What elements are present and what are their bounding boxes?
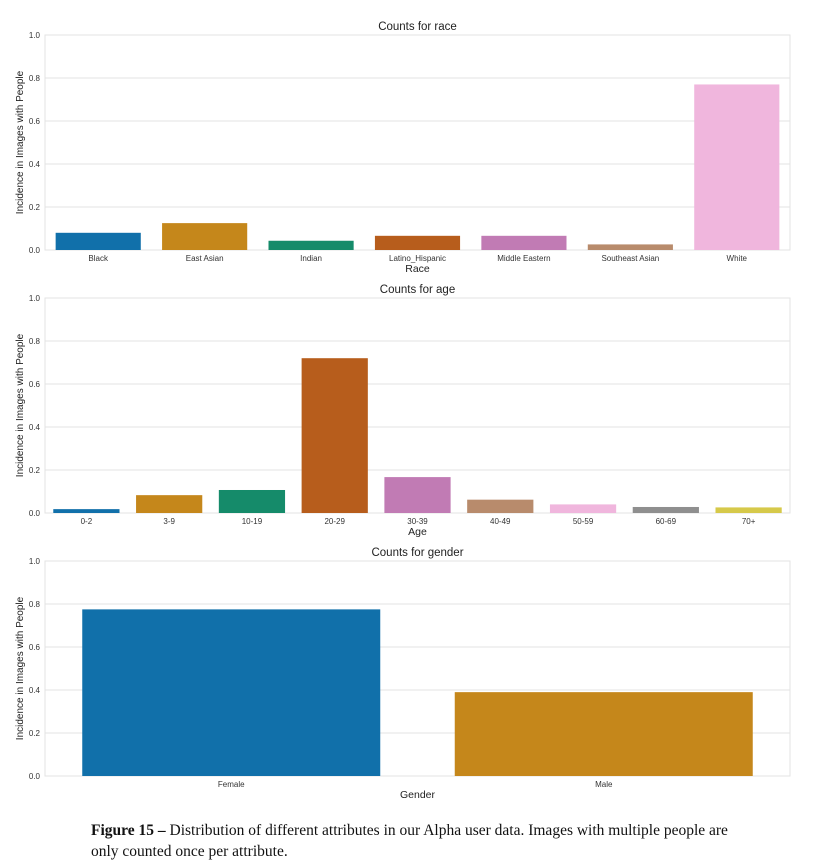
x-tick-label: 20-29 bbox=[324, 517, 345, 526]
y-axis-label: Incidence in Images with People bbox=[15, 333, 26, 477]
y-tick-label: 0.6 bbox=[29, 117, 41, 126]
x-tick-label: 50-59 bbox=[573, 517, 594, 526]
bar-black bbox=[55, 232, 141, 250]
chart-title: Counts for gender bbox=[371, 547, 463, 559]
x-tick-label: East Asian bbox=[186, 254, 224, 263]
x-tick-label: Middle Eastern bbox=[497, 254, 550, 263]
bar-40-49 bbox=[467, 499, 534, 513]
x-axis-label: Age bbox=[408, 526, 427, 538]
bar-white bbox=[694, 84, 780, 250]
bar-0-2 bbox=[53, 509, 120, 513]
x-tick-label: Indian bbox=[300, 254, 322, 263]
bar-3-9 bbox=[136, 495, 203, 513]
x-axis-label: Gender bbox=[400, 789, 436, 801]
y-axis-label: Incidence in Images with People bbox=[15, 596, 26, 740]
bar-female bbox=[82, 609, 381, 776]
x-tick-label: 70+ bbox=[742, 517, 756, 526]
y-tick-label: 0.2 bbox=[29, 203, 41, 212]
y-tick-label: 1.0 bbox=[29, 557, 41, 566]
x-tick-label: Black bbox=[88, 254, 109, 263]
plot-frame bbox=[44, 34, 791, 251]
y-tick-label: 0.2 bbox=[29, 466, 41, 475]
y-tick-label: 0.0 bbox=[29, 772, 41, 781]
y-tick-label: 0.2 bbox=[29, 729, 41, 738]
y-tick-label: 1.0 bbox=[29, 294, 41, 303]
x-tick-label: 0-2 bbox=[81, 517, 93, 526]
x-tick-label: 3-9 bbox=[163, 517, 175, 526]
bar-middle-eastern bbox=[481, 235, 567, 250]
bar-20-29 bbox=[301, 358, 368, 513]
y-tick-label: 0.6 bbox=[29, 380, 41, 389]
caption-text: Distribution of different attributes in … bbox=[91, 822, 728, 860]
bar-east-asian bbox=[162, 223, 248, 250]
x-tick-label: White bbox=[727, 254, 748, 263]
x-tick-label: Female bbox=[218, 780, 245, 789]
x-tick-label: Male bbox=[595, 780, 613, 789]
chart-panel-1: 0.0 0.2 0.4 0.6 0.8 1.0 Black East Asian Indian L… bbox=[15, 21, 791, 275]
bar-male bbox=[454, 692, 753, 776]
chart-panel-3: 0.0 0.2 0.4 0.6 0.8 1.0 Female Male Counts for g… bbox=[15, 547, 791, 801]
chart-title: Counts for age bbox=[380, 284, 455, 296]
bar-50-59 bbox=[549, 504, 617, 513]
y-tick-label: 0.8 bbox=[29, 600, 41, 609]
y-tick-label: 0.6 bbox=[29, 643, 41, 652]
charts-figure: 0.0 0.2 0.4 0.6 0.8 1.0 Black East Asian Indian L… bbox=[15, 21, 791, 801]
plot-frame bbox=[44, 560, 791, 777]
x-tick-label: 10-19 bbox=[242, 517, 263, 526]
bar-southeast-asian bbox=[587, 244, 673, 250]
y-tick-label: 0.0 bbox=[29, 509, 41, 518]
y-tick-label: 1.0 bbox=[29, 31, 41, 40]
y-tick-label: 0.4 bbox=[29, 423, 41, 432]
x-tick-label: 30-39 bbox=[407, 517, 428, 526]
y-tick-label: 0.0 bbox=[29, 246, 41, 255]
figure-caption: Figure 15 – Distribution of different at… bbox=[91, 820, 751, 862]
chart-title: Counts for race bbox=[378, 21, 457, 33]
x-tick-label: 40-49 bbox=[490, 517, 511, 526]
y-tick-label: 0.8 bbox=[29, 74, 41, 83]
y-tick-label: 0.8 bbox=[29, 337, 41, 346]
y-tick-label: 0.4 bbox=[29, 686, 41, 695]
bar-latino-hispanic bbox=[374, 235, 461, 250]
bar-60-69 bbox=[632, 506, 699, 513]
bar-indian bbox=[268, 240, 354, 250]
x-tick-label: 60-69 bbox=[656, 517, 677, 526]
caption-label: Figure 15 – bbox=[91, 822, 166, 839]
x-axis-label: Race bbox=[405, 263, 430, 275]
bar-10-19 bbox=[218, 489, 286, 513]
y-axis-label: Incidence in Images with People bbox=[15, 70, 26, 214]
chart-panel-2: 0.0 0.2 0.4 0.6 0.8 1.0 0-2 3-9 10-19 20-29 30-39 4… bbox=[15, 284, 791, 538]
x-tick-label: Southeast Asian bbox=[601, 254, 659, 263]
y-tick-label: 0.4 bbox=[29, 160, 41, 169]
x-tick-label: Latino_Hispanic bbox=[389, 254, 446, 263]
bar-70- bbox=[715, 507, 782, 513]
bar-30-39 bbox=[384, 477, 451, 513]
